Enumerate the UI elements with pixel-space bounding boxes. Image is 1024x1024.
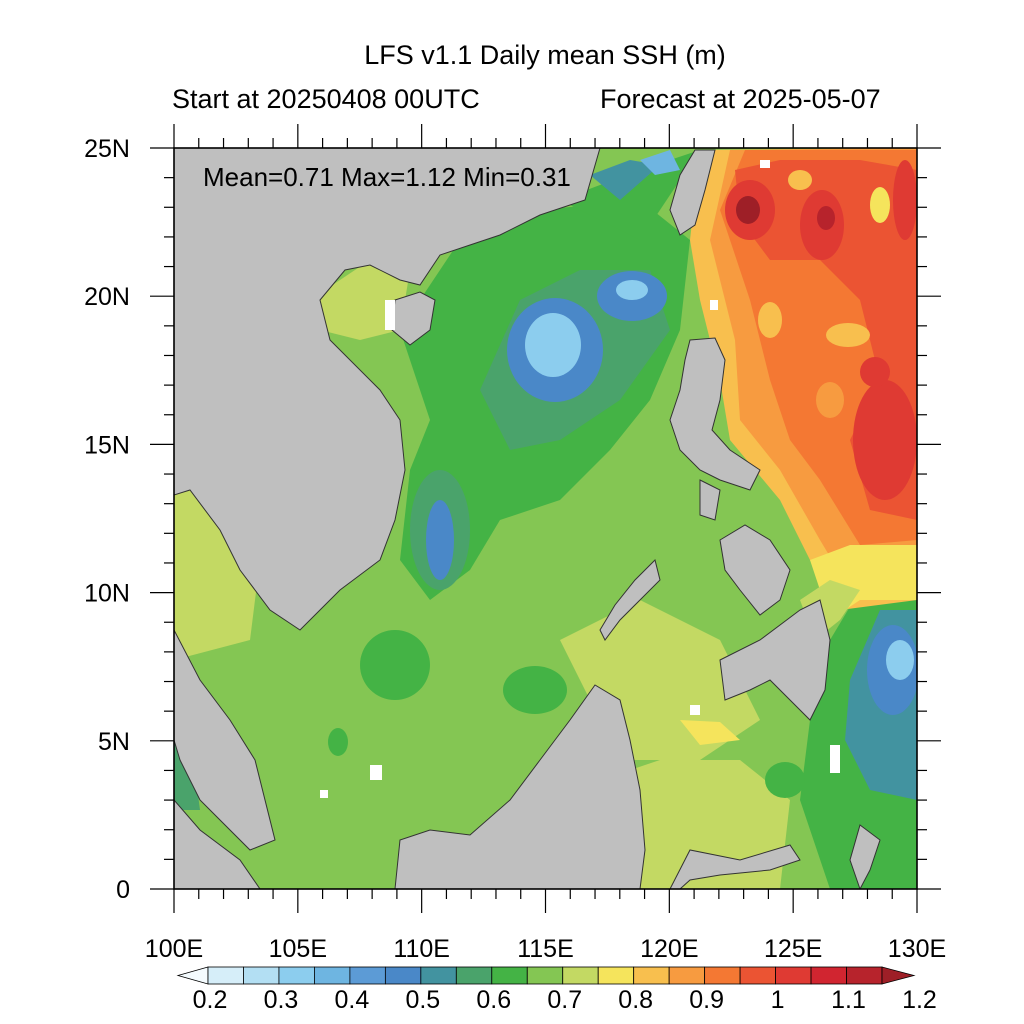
ssh-contour	[680, 720, 740, 745]
colorbar-bin	[739, 966, 776, 985]
colorbar-label: 0.6	[476, 986, 511, 1014]
missing-data	[320, 160, 840, 798]
colorbar-bin	[668, 966, 706, 985]
colorbar-bin	[526, 966, 564, 985]
colorbar-bin	[633, 966, 670, 985]
sulawesi-land	[669, 844, 801, 889]
forecast-time-label: Forecast at 2025-05-07	[600, 84, 881, 114]
ssh-contour	[870, 187, 890, 223]
colorbar-label: 1.1	[831, 986, 866, 1014]
colorbar	[176, 966, 916, 985]
colorbar-label: 0.3	[264, 986, 299, 1014]
lon-tick-label: 100E	[145, 935, 203, 963]
colorbar-end-high	[881, 966, 916, 985]
ssh-contour	[503, 666, 567, 714]
colorbar-label: 1.2	[902, 986, 937, 1014]
start-time-label: Start at 20250408 00UTC	[172, 84, 480, 114]
ssh-contour	[893, 160, 917, 240]
ssh-contour	[426, 500, 454, 580]
lon-tick-label: 130E	[888, 935, 946, 963]
luzon-land	[669, 337, 761, 491]
lat-tick-label: 0	[116, 876, 130, 904]
colorbar-bin	[704, 966, 741, 985]
ssh-contour	[853, 380, 917, 500]
ssh-contour	[600, 760, 790, 889]
mindoro-land	[699, 479, 721, 521]
ssh-contour	[816, 382, 844, 418]
visayas-land	[719, 524, 791, 616]
colorbar-bin	[349, 966, 386, 985]
ssh-contour	[788, 170, 812, 190]
axis-tick-labels: 100E 105E 110E 115E 120E 125E 130E 0 5N 10N 15N 20N…	[84, 135, 946, 963]
lat-tick-label: 10N	[84, 580, 130, 608]
colorbar-bin	[455, 966, 493, 985]
sumatra-land	[174, 799, 261, 889]
borneo-land	[394, 684, 646, 889]
colorbar-bin	[243, 966, 280, 985]
colorbar-label: 1	[771, 986, 785, 1014]
malay-peninsula-land	[174, 629, 276, 851]
lat-tick-label: 25N	[84, 135, 130, 163]
palawan-land	[599, 559, 661, 641]
colorbar-bin	[775, 966, 812, 985]
ssh-contour	[590, 160, 660, 200]
colorbar-end-low	[176, 966, 209, 985]
map-title: LFS v1.1 Daily mean SSH (m)	[364, 40, 726, 70]
ssh-contour	[328, 728, 348, 756]
colorbar-labels: 0.2 0.3 0.4 0.5 0.6 0.7 0.8 0.9 1 1.1 1.2	[193, 986, 937, 1014]
lon-tick-label: 115E	[517, 935, 574, 963]
colorbar-label: 0.5	[405, 986, 440, 1014]
colorbar-label: 0.7	[547, 986, 582, 1014]
lat-tick-label: 20N	[84, 283, 130, 311]
ssh-field	[174, 148, 917, 889]
colorbar-bin	[207, 966, 244, 985]
colorbar-label: 0.8	[618, 986, 653, 1014]
colorbar-bin	[562, 966, 599, 985]
ssh-contour	[616, 280, 648, 300]
lon-tick-label: 105E	[269, 935, 327, 963]
ssh-contour	[860, 357, 890, 387]
mainland-land	[174, 148, 601, 631]
lon-tick-label: 120E	[640, 935, 698, 963]
lon-tick-label: 125E	[764, 935, 822, 963]
axis-ticks	[150, 124, 941, 913]
lon-tick-label: 110E	[393, 935, 450, 963]
lat-tick-label: 15N	[84, 431, 130, 459]
stats-label: Mean=0.71 Max=1.12 Min=0.31	[203, 162, 571, 192]
ssh-contour	[817, 206, 835, 230]
ssh-contour	[758, 302, 782, 338]
taiwan-land	[669, 149, 716, 236]
ssh-contour	[525, 313, 581, 377]
ssh-contour	[886, 640, 914, 680]
ssh-contour	[360, 630, 430, 700]
ssh-contour	[640, 150, 680, 175]
colorbar-bin	[846, 966, 883, 985]
halmahera-land	[849, 824, 881, 889]
colorbar-bin	[314, 966, 351, 985]
colorbar-bin	[278, 966, 315, 985]
colorbar-label: 0.4	[335, 986, 370, 1014]
colorbar-bin	[597, 966, 635, 985]
colorbar-bin	[810, 966, 847, 985]
colorbar-bin	[491, 966, 528, 985]
colorbar-label: 0.2	[193, 986, 228, 1014]
lat-tick-label: 5N	[98, 728, 130, 756]
colorbar-bin	[420, 966, 457, 985]
colorbar-bin	[384, 966, 422, 985]
colorbar-label: 0.9	[689, 986, 724, 1014]
ssh-contour	[736, 196, 760, 224]
ssh-contour	[826, 323, 870, 347]
land	[174, 148, 881, 889]
ssh-contour	[765, 762, 805, 798]
mindanao-land	[719, 599, 831, 721]
